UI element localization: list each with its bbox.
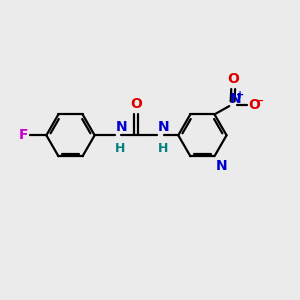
Text: H: H (158, 142, 168, 155)
Text: F: F (19, 128, 28, 142)
Text: +: + (236, 90, 244, 100)
Text: O: O (130, 97, 142, 111)
Text: O: O (249, 98, 260, 112)
Text: H: H (115, 142, 126, 155)
Text: N: N (216, 158, 228, 172)
Text: N: N (158, 120, 169, 134)
Text: N: N (230, 92, 242, 106)
Text: N: N (115, 120, 127, 134)
Text: O: O (227, 72, 239, 86)
Text: −: − (254, 95, 264, 106)
